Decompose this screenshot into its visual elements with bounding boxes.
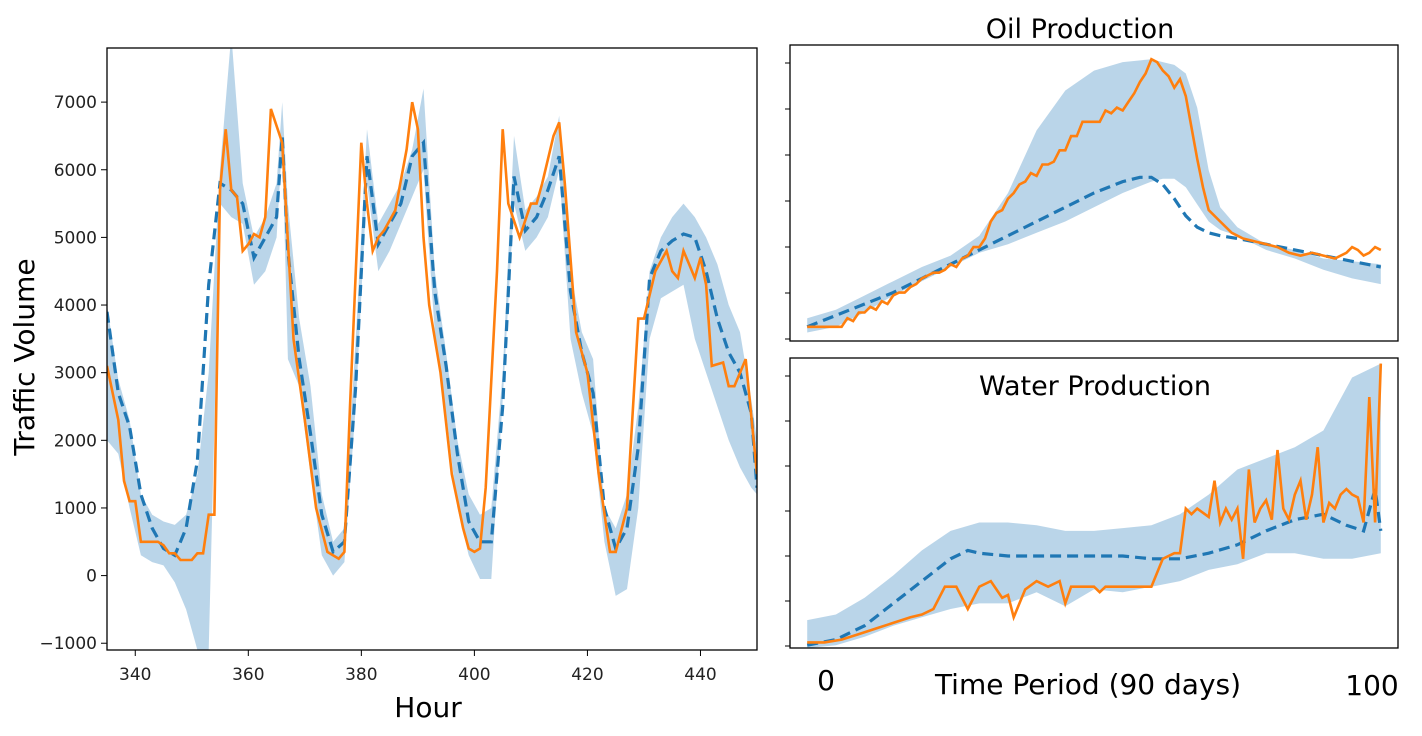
uncertainty-band — [107, 48, 757, 650]
observed-line — [807, 57, 1382, 329]
uncertainty-band — [807, 363, 1381, 648]
x-tick-label: 0 — [817, 664, 835, 697]
y-axis-ticks — [785, 62, 790, 340]
band-layer — [807, 363, 1381, 648]
oil-production-panel: Oil Production — [785, 14, 1399, 342]
y-tick-label: 5000 — [54, 228, 97, 248]
x-axis-label: Hour — [394, 691, 462, 724]
y-tick-label: 0 — [86, 567, 97, 587]
x-tick-label: 380 — [345, 665, 377, 685]
lines-layer — [806, 57, 1382, 329]
observed-line — [807, 363, 1383, 644]
y-tick-label: 6000 — [54, 161, 97, 181]
plot-frame — [789, 44, 1399, 342]
traffic-volume-panel: 340 360 380 400 420 440 −1000 0 1000 2000 3000 400… — [8, 47, 758, 724]
prediction-line — [806, 488, 1383, 647]
water-production-panel: Water Production Time Period (90 days) 0… — [785, 357, 1399, 702]
x-tick-label: 340 — [119, 665, 151, 685]
plot-frame — [789, 357, 1399, 649]
x-tick-label: 360 — [232, 665, 264, 685]
panel-title: Water Production — [979, 371, 1211, 402]
x-tick-label: 440 — [684, 665, 716, 685]
y-tick-label: 7000 — [54, 93, 97, 113]
band-layer — [107, 48, 757, 650]
panel-title: Oil Production — [986, 14, 1175, 45]
x-axis-ticks: 340 360 380 400 420 440 — [119, 650, 717, 685]
y-tick-label: 1000 — [54, 499, 97, 519]
y-axis-ticks: −1000 0 1000 2000 3000 4000 5000 6000 7000 — [39, 93, 107, 654]
lines-layer — [806, 363, 1383, 647]
y-tick-label: 4000 — [54, 296, 97, 316]
y-tick-label: 2000 — [54, 431, 97, 451]
y-tick-label: −1000 — [39, 634, 97, 654]
y-axis-ticks — [785, 375, 790, 647]
lines-layer — [107, 101, 757, 562]
y-axis-label: Traffic Volume — [8, 258, 41, 456]
prediction-line — [107, 135, 757, 558]
x-tick-label: 400 — [458, 665, 490, 685]
observed-line — [107, 101, 757, 562]
x-tick-label: 100 — [1345, 669, 1398, 702]
plot-frame — [106, 47, 758, 651]
x-tick-label: 420 — [571, 665, 603, 685]
x-axis-label: Time Period (90 days) — [934, 668, 1241, 701]
y-tick-label: 3000 — [54, 364, 97, 384]
